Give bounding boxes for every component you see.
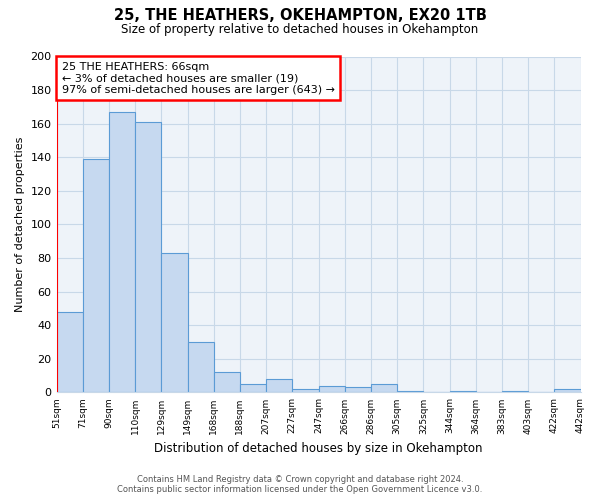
Bar xyxy=(214,372,240,392)
Y-axis label: Number of detached properties: Number of detached properties xyxy=(15,137,25,312)
Text: 25 THE HEATHERS: 66sqm
← 3% of detached houses are smaller (19)
97% of semi-deta: 25 THE HEATHERS: 66sqm ← 3% of detached … xyxy=(62,62,335,94)
Bar xyxy=(83,159,109,392)
Bar xyxy=(161,253,188,392)
Bar xyxy=(292,389,319,392)
Bar xyxy=(135,122,161,392)
Bar xyxy=(371,384,397,392)
Bar xyxy=(266,379,292,392)
Text: Contains HM Land Registry data © Crown copyright and database right 2024.
Contai: Contains HM Land Registry data © Crown c… xyxy=(118,474,482,494)
Bar xyxy=(345,388,371,392)
Bar xyxy=(240,384,266,392)
Bar xyxy=(554,389,581,392)
Bar xyxy=(397,391,424,392)
Bar xyxy=(502,391,528,392)
X-axis label: Distribution of detached houses by size in Okehampton: Distribution of detached houses by size … xyxy=(154,442,483,455)
Text: Size of property relative to detached houses in Okehampton: Size of property relative to detached ho… xyxy=(121,22,479,36)
Bar xyxy=(109,112,135,392)
Bar xyxy=(319,386,345,392)
Text: 25, THE HEATHERS, OKEHAMPTON, EX20 1TB: 25, THE HEATHERS, OKEHAMPTON, EX20 1TB xyxy=(113,8,487,22)
Bar xyxy=(188,342,214,392)
Bar xyxy=(449,391,476,392)
Bar xyxy=(56,312,83,392)
